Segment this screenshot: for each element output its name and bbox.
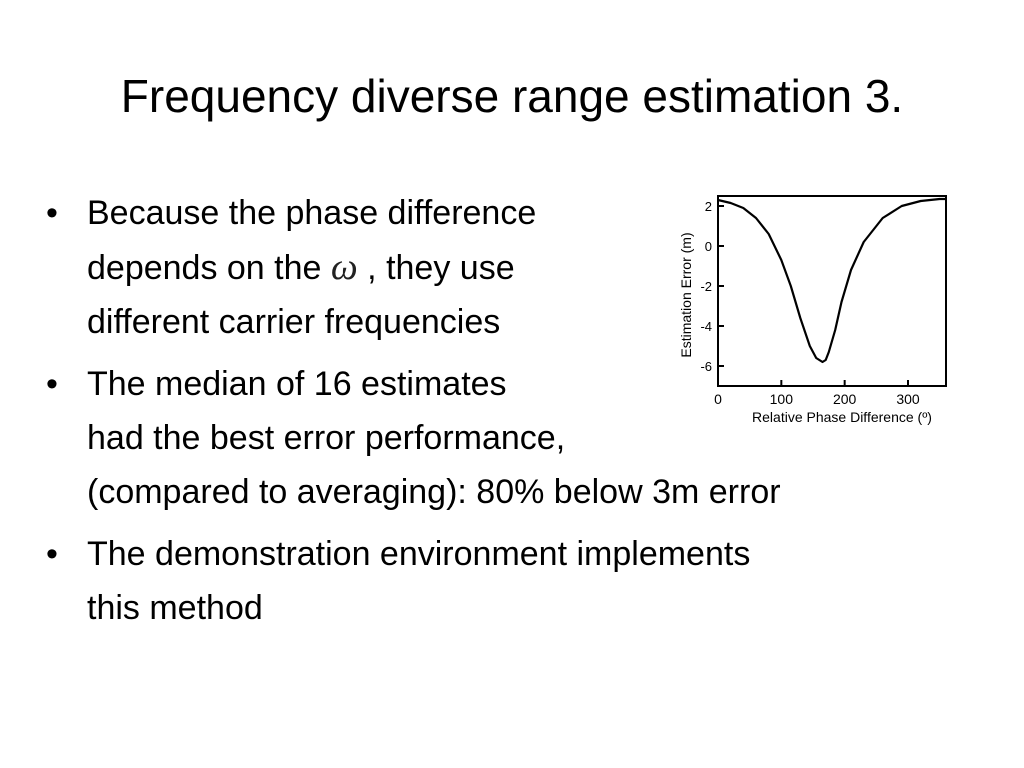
plot-frame [717, 195, 947, 387]
error-curve [717, 197, 946, 364]
bullet-line: The median of 16 estimates [87, 365, 507, 403]
bullet-line: different carrier frequencies [87, 303, 501, 341]
bullet-line: Because the phase difference [87, 194, 537, 232]
slide-title: Frequency diverse range estimation 3. [120, 70, 904, 122]
x-tick-label: 300 [896, 391, 920, 407]
bullet-list: • Because the phase difference depends o… [40, 186, 990, 643]
bullet-icon: • [46, 194, 58, 232]
y-tick-label: -2 [700, 279, 712, 294]
y-tick-label: 2 [705, 199, 712, 214]
y-tick-label: 0 [705, 239, 712, 254]
error-vs-phase-chart: 2 0 -2 -4 -6 0 100 200 300 Relative Phase Differe… [678, 195, 947, 425]
bullet-icon: • [46, 365, 58, 403]
bullet-item: • Because the phase difference depends o… [40, 186, 990, 349]
y-tick-label: -4 [700, 319, 712, 334]
y-axis-label: Estimation Error (m) [678, 232, 694, 357]
y-tick-label: -6 [700, 359, 712, 374]
x-tick-label: 100 [770, 391, 794, 407]
bullet-item: • The median of 16 estimates had the bes… [40, 357, 990, 519]
x-axis-label: Relative Phase Difference (º) [752, 409, 932, 425]
bullet-line: had the best error performance, [87, 419, 566, 457]
x-tick-label: 0 [714, 391, 722, 407]
bullet-line: depends on the ω , they use [87, 240, 990, 295]
x-tick-label: 200 [833, 391, 857, 407]
bullet-icon: • [46, 535, 58, 573]
bullet-line-text: depends on the [87, 249, 331, 287]
bullet-line: this method [87, 589, 263, 627]
bullet-item: • The demonstration environment implemen… [40, 527, 990, 635]
bullet-line: The demonstration environment implements [87, 535, 751, 573]
bullet-line: (compared to averaging): 80% below 3m er… [87, 473, 781, 511]
omega-symbol: ω [330, 246, 358, 288]
bullet-line-text: , they use [357, 249, 515, 287]
